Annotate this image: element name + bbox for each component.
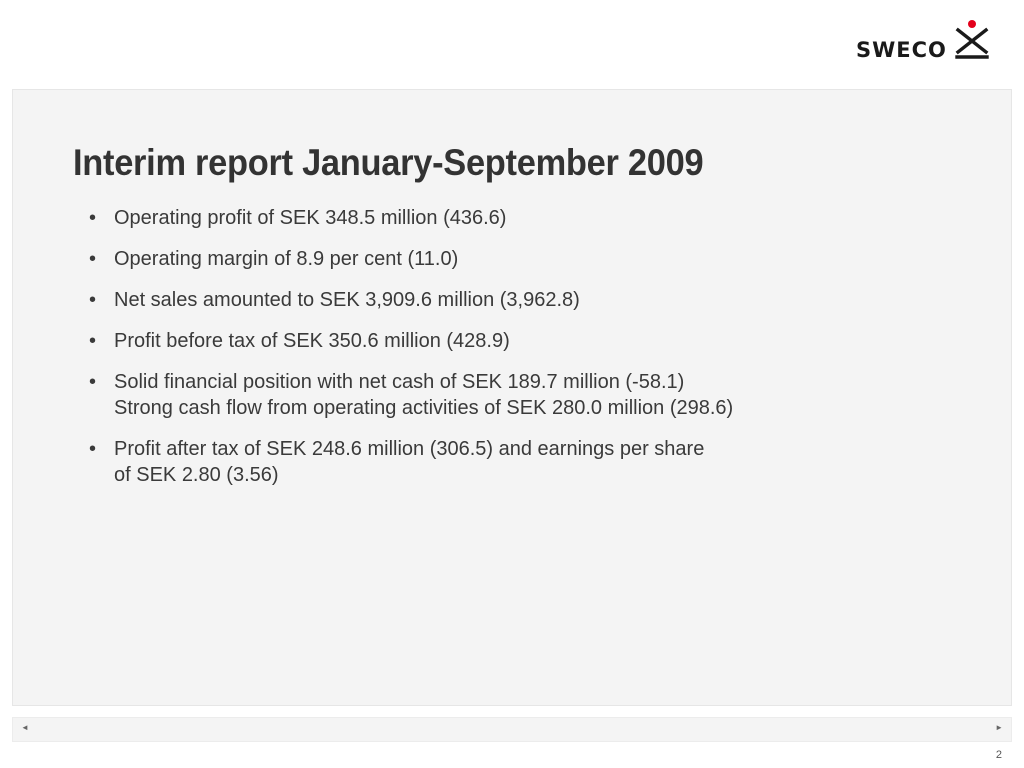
bullet-dot-icon: • — [89, 330, 97, 352]
bullet-text: Operating margin of 8.9 per cent (11.0) — [114, 248, 459, 270]
bullet-dot-icon: • — [89, 207, 97, 229]
bullet-list: • Operating profit of SEK 348.5 million … — [89, 205, 969, 503]
bullet-dot-icon: • — [89, 289, 97, 311]
bullet-text: Operating profit of SEK 348.5 million (4… — [114, 207, 507, 229]
page-title: Interim report January-September 2009 — [73, 142, 704, 183]
list-item: • Net sales amounted to SEK 3,909.6 mill… — [89, 287, 969, 313]
bullet-text-continuation: Strong cash flow from operating activiti… — [114, 397, 734, 419]
list-item: • Operating margin of 8.9 per cent (11.0… — [89, 246, 969, 272]
bullet-text: Profit before tax of SEK 350.6 million (… — [114, 330, 510, 352]
list-item: • Profit after tax of SEK 248.6 million … — [89, 436, 969, 488]
bullet-dot-icon: • — [89, 248, 97, 270]
next-slide-button[interactable]: ► — [995, 723, 1003, 732]
bullet-text: Profit after tax of SEK 248.6 million (3… — [114, 438, 705, 460]
bullet-text: Solid financial position with net cash o… — [114, 371, 685, 393]
logo-accent-dot — [968, 20, 976, 28]
content-panel: Interim report January-September 2009 • … — [12, 89, 1012, 706]
sweco-mark-icon — [955, 20, 989, 59]
list-item: • Operating profit of SEK 348.5 million … — [89, 205, 969, 231]
logo-wordmark: SWECO — [856, 38, 947, 62]
bullet-dot-icon: • — [89, 438, 97, 460]
list-item: • Profit before tax of SEK 350.6 million… — [89, 328, 969, 354]
previous-slide-button[interactable]: ◄ — [21, 723, 29, 732]
bullet-text: Net sales amounted to SEK 3,909.6 millio… — [114, 289, 580, 311]
list-item: • Solid financial position with net cash… — [89, 369, 969, 421]
slide-navigation-bar: ◄ ► — [12, 717, 1012, 742]
bullet-dot-icon: • — [89, 371, 97, 393]
sweco-logo: SWECO — [856, 18, 996, 64]
page-number: 2 — [995, 749, 1002, 761]
bullet-text-continuation: of SEK 2.80 (3.56) — [114, 464, 279, 486]
